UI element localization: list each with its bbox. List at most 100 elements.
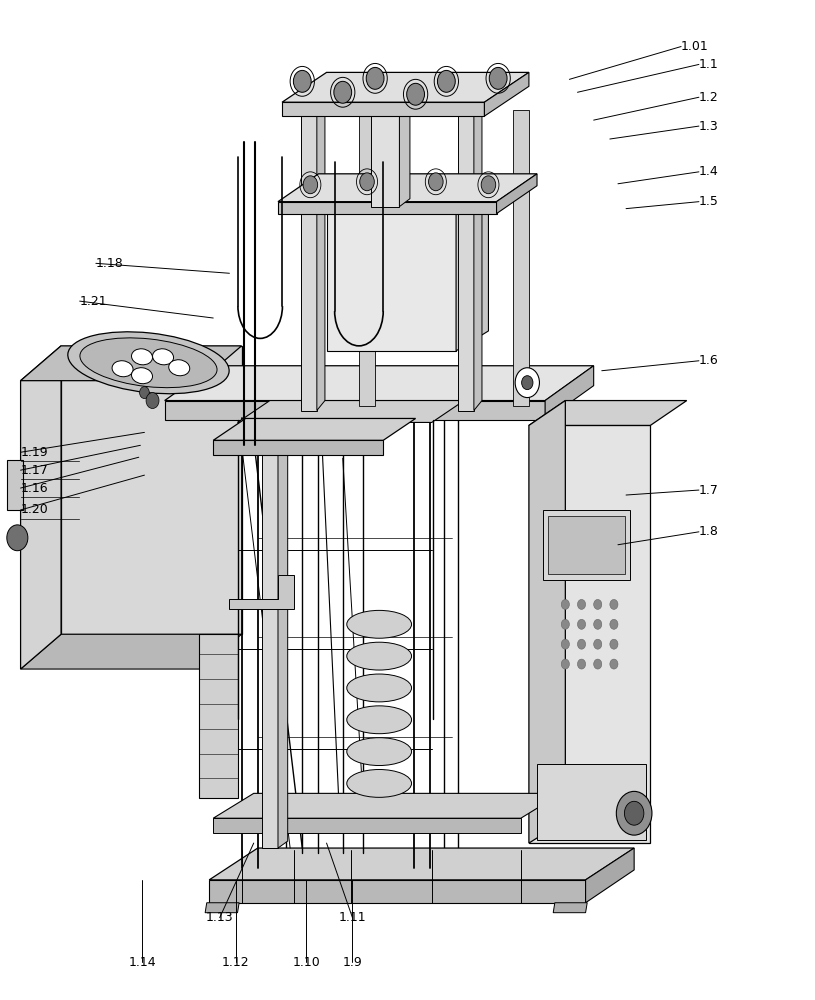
Circle shape: [562, 599, 570, 609]
Polygon shape: [214, 440, 383, 455]
Circle shape: [293, 70, 311, 92]
Text: 1.14: 1.14: [128, 956, 156, 969]
Circle shape: [578, 639, 586, 649]
Polygon shape: [209, 848, 634, 880]
Text: 1.20: 1.20: [20, 503, 48, 516]
Circle shape: [522, 376, 533, 390]
Text: 1.8: 1.8: [699, 525, 719, 538]
Ellipse shape: [80, 338, 217, 388]
Text: 1.1: 1.1: [699, 58, 719, 71]
Text: 1.13: 1.13: [206, 911, 234, 924]
Circle shape: [624, 801, 644, 825]
Polygon shape: [262, 445, 278, 848]
Polygon shape: [359, 110, 375, 406]
Polygon shape: [399, 108, 410, 207]
Polygon shape: [165, 366, 593, 401]
Circle shape: [616, 791, 652, 835]
Polygon shape: [529, 401, 566, 843]
Circle shape: [610, 619, 618, 629]
Circle shape: [515, 368, 540, 398]
Polygon shape: [327, 187, 488, 207]
Polygon shape: [474, 102, 482, 410]
Text: 1.21: 1.21: [80, 295, 108, 308]
Text: 1.19: 1.19: [20, 446, 48, 459]
Circle shape: [593, 659, 601, 669]
Ellipse shape: [169, 360, 190, 376]
Polygon shape: [484, 72, 529, 116]
Polygon shape: [205, 903, 239, 913]
Polygon shape: [214, 418, 416, 440]
Polygon shape: [544, 510, 630, 580]
Text: 1.12: 1.12: [222, 956, 249, 969]
Polygon shape: [20, 634, 241, 669]
Circle shape: [578, 599, 586, 609]
Ellipse shape: [152, 349, 174, 365]
Polygon shape: [371, 116, 399, 207]
Polygon shape: [496, 174, 537, 214]
Polygon shape: [545, 366, 593, 420]
Polygon shape: [537, 764, 646, 840]
Circle shape: [562, 619, 570, 629]
Circle shape: [7, 525, 28, 551]
Polygon shape: [20, 346, 61, 669]
Ellipse shape: [68, 332, 229, 394]
Polygon shape: [317, 102, 325, 410]
Circle shape: [489, 67, 507, 89]
Polygon shape: [553, 903, 587, 913]
Text: 1.9: 1.9: [342, 956, 363, 969]
Ellipse shape: [347, 642, 412, 670]
Circle shape: [429, 173, 443, 191]
Polygon shape: [548, 516, 625, 574]
Circle shape: [610, 599, 618, 609]
Polygon shape: [278, 438, 288, 848]
Polygon shape: [282, 72, 529, 102]
Ellipse shape: [347, 706, 412, 734]
Text: 1.2: 1.2: [699, 91, 719, 104]
Polygon shape: [199, 634, 237, 798]
Polygon shape: [7, 460, 23, 510]
Ellipse shape: [347, 769, 412, 797]
Polygon shape: [529, 401, 687, 425]
Circle shape: [578, 659, 586, 669]
Polygon shape: [513, 110, 529, 406]
Circle shape: [610, 659, 618, 669]
Circle shape: [359, 173, 374, 191]
Circle shape: [593, 639, 601, 649]
Polygon shape: [165, 401, 545, 420]
Polygon shape: [282, 102, 484, 116]
Polygon shape: [209, 880, 586, 903]
Circle shape: [139, 387, 149, 399]
Polygon shape: [301, 114, 317, 410]
Polygon shape: [229, 575, 294, 609]
Text: 1.11: 1.11: [339, 911, 366, 924]
Ellipse shape: [347, 674, 412, 702]
Circle shape: [610, 639, 618, 649]
Ellipse shape: [131, 349, 152, 365]
Circle shape: [593, 619, 601, 629]
Text: 1.3: 1.3: [699, 120, 719, 133]
Circle shape: [593, 599, 601, 609]
Text: 1.6: 1.6: [699, 354, 719, 367]
Ellipse shape: [112, 361, 133, 377]
Polygon shape: [458, 114, 474, 410]
Circle shape: [146, 393, 159, 409]
Text: 1.5: 1.5: [699, 195, 719, 208]
Ellipse shape: [347, 738, 412, 766]
Text: 1.10: 1.10: [293, 956, 320, 969]
Circle shape: [578, 619, 586, 629]
Polygon shape: [278, 174, 537, 202]
Text: 1.01: 1.01: [681, 40, 709, 53]
Text: 1.18: 1.18: [96, 257, 124, 270]
Polygon shape: [586, 848, 634, 903]
Polygon shape: [237, 401, 465, 422]
Circle shape: [481, 176, 496, 194]
Polygon shape: [327, 207, 456, 351]
Circle shape: [438, 70, 456, 92]
Text: 1.4: 1.4: [699, 165, 719, 178]
Text: 1.16: 1.16: [20, 482, 48, 495]
Text: 1.7: 1.7: [699, 484, 719, 497]
Circle shape: [366, 67, 384, 89]
Polygon shape: [278, 202, 496, 214]
Polygon shape: [61, 346, 241, 634]
Circle shape: [562, 659, 570, 669]
